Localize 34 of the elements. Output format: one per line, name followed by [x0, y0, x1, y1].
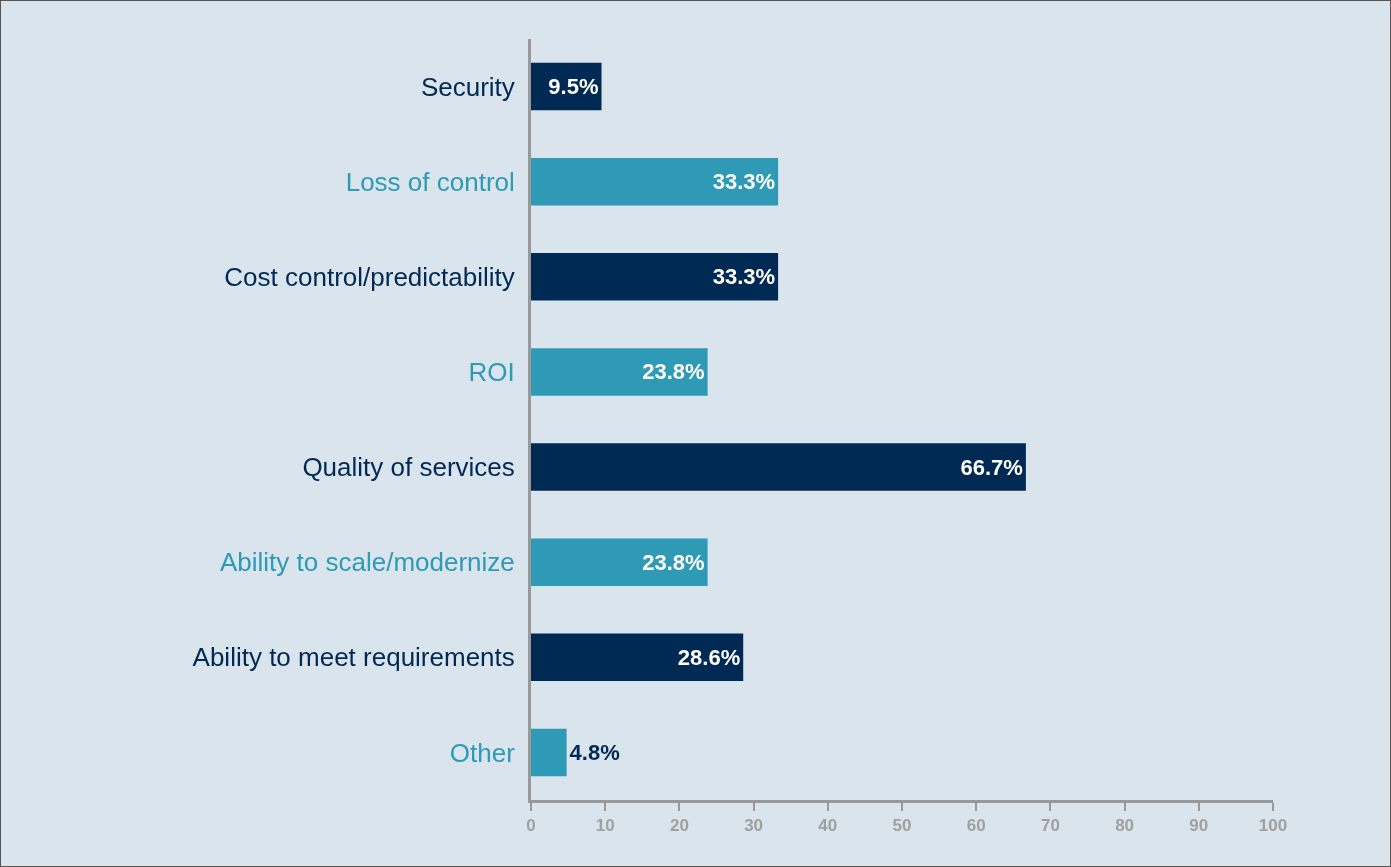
x-tick-label: 20: [669, 816, 689, 836]
y-tick-label: Ability to meet requirements: [192, 642, 515, 673]
data-label: 28.6%: [677, 644, 741, 670]
x-tick-label: 60: [966, 816, 986, 836]
x-tick-label: 90: [1189, 816, 1209, 836]
data-label: 66.7%: [960, 454, 1023, 480]
data-label: 23.8%: [642, 359, 705, 385]
data-label: 9.5%: [548, 74, 599, 100]
x-tick-label: 0: [526, 816, 536, 836]
bar: [531, 728, 567, 777]
y-tick-label: Quality of services: [302, 452, 515, 483]
x-tick-label: 100: [1258, 816, 1288, 836]
x-tick-label: 40: [818, 816, 838, 836]
y-tick-label: Other: [449, 737, 516, 768]
x-tick-label: 80: [1115, 816, 1135, 836]
x-tick-label: 50: [892, 816, 912, 836]
x-tick-label: 10: [595, 816, 615, 836]
bar: [531, 157, 779, 206]
bar: [531, 253, 779, 301]
y-tick-label: ROI: [468, 357, 515, 388]
data-label: 33.3%: [712, 264, 776, 290]
bar: [531, 348, 708, 396]
data-label: 23.8%: [642, 549, 705, 575]
y-tick-label: Cost control/predictability: [224, 261, 515, 292]
data-label: 33.3%: [712, 169, 776, 195]
y-tick-label: Loss of control: [345, 166, 515, 197]
bar: [531, 633, 744, 682]
y-tick-label: Security: [420, 71, 515, 102]
x-tick-label: 30: [744, 816, 764, 836]
x-tick-label: 70: [1040, 816, 1060, 836]
bar: [531, 538, 708, 586]
data-label: 4.8%: [569, 739, 620, 765]
bar: [531, 443, 1026, 491]
y-tick-label: Ability to scale/modernize: [219, 547, 515, 578]
